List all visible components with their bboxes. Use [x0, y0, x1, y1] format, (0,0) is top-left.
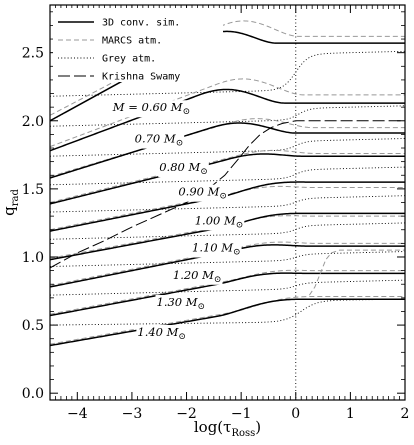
marcs-atm-line-1.00	[50, 185, 405, 231]
legend-label: 3D conv. sim.	[102, 18, 180, 29]
y-tick-label: 0.0	[22, 386, 44, 402]
legend-label: Grey atm.	[102, 54, 156, 65]
y-tick-label: 2.0	[22, 114, 44, 130]
mass-symbol-6: ⊙	[214, 275, 222, 285]
krishna-swamy-lower-line	[309, 249, 405, 296]
x-tick-label: 1	[346, 406, 355, 422]
mass-label-bg-1	[133, 131, 185, 149]
axis-ticks	[49, 5, 406, 400]
mass-symbol-3: ⊙	[219, 192, 227, 202]
x-tick-label: −1	[231, 406, 252, 422]
legend-label: MARCS atm.	[102, 36, 162, 47]
mass-label-text-5: 1.10 M⊙	[192, 241, 241, 258]
mass-symbol-4: ⊙	[236, 220, 244, 230]
legend-label: Krishna Swamy	[102, 72, 180, 83]
mass-label-text-7: 1.30 M⊙	[157, 295, 206, 312]
mass-label-8: 1.40 M⊙	[136, 324, 187, 342]
y-axis-label-sub: rad	[10, 189, 21, 207]
marcs-atm-line-0.80	[50, 118, 405, 178]
marcs-atm-line-0.60	[50, 20, 405, 116]
mass-symbol-1: ⊙	[176, 139, 184, 149]
mass-label-bg-6	[171, 267, 223, 285]
y-tick-label: 0.5	[22, 318, 44, 334]
mass-label-3: 0.90 M⊙	[177, 184, 228, 202]
mass-label-text-6: 1.20 M⊙	[173, 268, 222, 285]
chart-text: −4 −3 −2 −1 0 1 20.00.51.01.52.02.5log(τRoss)q…	[0, 46, 409, 439]
mass-label-2: 0.80 M⊙	[158, 160, 209, 178]
mass-symbol-2: ⊙	[200, 167, 208, 177]
mass-label-bg-0	[110, 100, 192, 118]
mass-label-4: 1.00 M⊙	[193, 213, 245, 231]
mass-symbol-7: ⊙	[198, 302, 206, 312]
mass-label-bg-7	[155, 295, 207, 313]
mass-label-text-1: 0.70 M⊙	[135, 132, 184, 149]
legend-background	[53, 8, 223, 82]
mass-label-6: 1.20 M⊙	[171, 267, 223, 285]
marcs-atm-line-1.40	[50, 295, 405, 345]
y-tick-label: 1.5	[22, 182, 44, 198]
mass-label-1: 0.70 M⊙	[133, 131, 185, 149]
mass-label-7: 1.30 M⊙	[155, 295, 207, 313]
sim-3d-line-0.90	[50, 153, 405, 205]
sim-3d-line-1.30	[50, 272, 405, 317]
x-axis-label-sub: Ross	[231, 428, 255, 439]
mass-label-0: M = 0.60 M⊙	[110, 100, 192, 118]
grey-atm-line-1.40	[50, 298, 405, 326]
mass-label-text-4: 1.00 M⊙	[195, 213, 244, 230]
mass-symbol-5: ⊙	[233, 248, 241, 258]
mass-label-bg-5	[191, 240, 242, 258]
mass-label-5: 1.10 M⊙	[191, 240, 242, 258]
sim-3d-line-0.60	[50, 30, 405, 122]
x-axis-label-close: )	[255, 418, 261, 436]
mass-label-text-0: M = 0.60 M⊙	[112, 100, 190, 117]
x-tick-label: 0	[291, 406, 300, 422]
marcs-atm-line-1.20	[50, 241, 405, 287]
x-tick-label: 2	[401, 406, 410, 422]
mass-label-bg-4	[193, 213, 245, 231]
x-tick-label: −4	[67, 406, 88, 422]
plot-area: M = 0.60 M⊙ 0.70 M⊙ 0.80 M⊙ 0.90 M⊙ 1.00 M⊙ 1…	[50, 5, 405, 400]
sim-3d-line-0.80	[50, 122, 405, 179]
mass-label-bg-2	[158, 160, 209, 178]
x-tick-label: −2	[176, 406, 197, 422]
sim-3d-line-1.40	[50, 298, 405, 347]
marcs-atm-line-0.90	[50, 149, 405, 203]
mass-symbol-8: ⊙	[178, 332, 186, 342]
krishna-swamy-line	[50, 120, 405, 269]
mass-symbol-0: ⊙	[183, 107, 191, 117]
marcs-atm-line-1.30	[50, 269, 405, 315]
sim-3d-line-0.70	[50, 88, 405, 152]
mass-label-text-2: 0.80 M⊙	[159, 160, 208, 177]
mass-label-text-3: 0.90 M⊙	[178, 185, 227, 202]
mass-label-bg-3	[177, 184, 228, 202]
y-axis-label: qrad	[0, 189, 21, 216]
mass-label-text-8: 1.40 M⊙	[137, 325, 186, 342]
y-tick-label: 2.5	[22, 46, 44, 62]
plot-clip-group: M = 0.60 M⊙ 0.70 M⊙ 0.80 M⊙ 0.90 M⊙ 1.00 M⊙ 1…	[50, 5, 405, 400]
legend: 3D conv. sim. MARCS atm. Grey atm. Krishna …	[53, 8, 223, 83]
grey-atm-line-0.70	[50, 105, 405, 127]
x-tick-label: −3	[122, 406, 143, 422]
mass-label-bg-8	[136, 324, 187, 342]
y-tick-label: 1.0	[22, 250, 44, 266]
